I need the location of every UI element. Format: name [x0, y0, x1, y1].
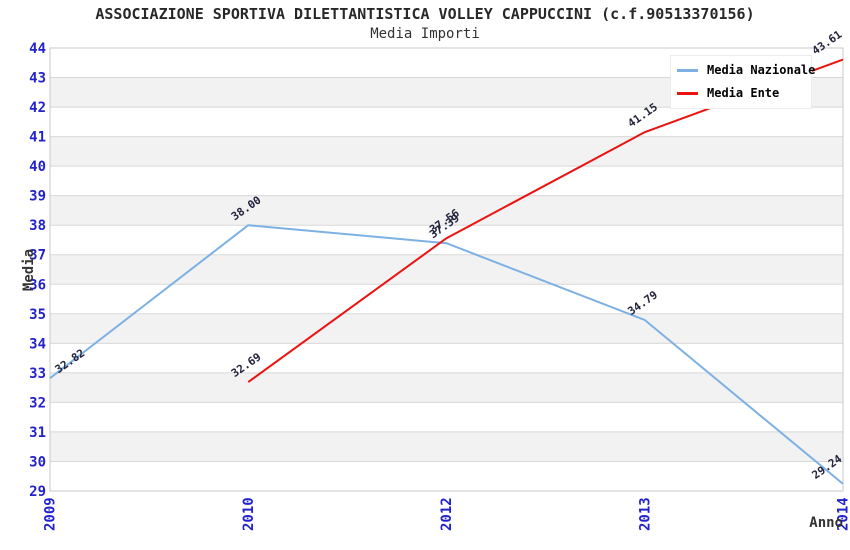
- y-tick-label: 36: [29, 277, 46, 293]
- y-tick-label: 29: [29, 484, 46, 500]
- line-media-nazionale: [49, 224, 844, 485]
- y-tick-label: 31: [29, 425, 46, 441]
- y-tick-label: 43: [29, 71, 46, 87]
- y-tick-label: 33: [29, 366, 46, 382]
- y-tick-label: 40: [29, 159, 46, 175]
- y-tick-label: 32: [29, 395, 46, 411]
- x-axis-label: Anno: [809, 515, 843, 531]
- y-tick-label: 38: [29, 218, 46, 234]
- legend-swatch-media-ente: [677, 91, 698, 95]
- y-tick-label: 41: [29, 130, 46, 146]
- y-tick-label: 39: [29, 189, 46, 205]
- legend-item-media-nazionale: Media Nazionale: [677, 63, 815, 77]
- plot-band: [50, 136, 843, 167]
- chart-title: ASSOCIAZIONE SPORTIVA DILETTANTISTICA VO…: [95, 5, 755, 23]
- y-tick-label: 30: [29, 454, 46, 470]
- plot-band: [50, 372, 843, 403]
- y-axis-label: Media: [21, 249, 37, 291]
- x-tick-label: 2014: [836, 497, 850, 531]
- plot-border: [49, 47, 844, 492]
- y-tick-label: 42: [29, 100, 46, 116]
- x-tick-label: 2009: [43, 497, 59, 531]
- plot-band: [50, 313, 843, 344]
- y-tick-label: 37: [29, 248, 46, 264]
- legend-swatch-media-nazionale: [677, 68, 698, 72]
- y-tick-label: 44: [29, 41, 46, 57]
- plot-band: [50, 195, 843, 226]
- chart-subtitle: Media Importi: [370, 26, 480, 42]
- y-tick-label: 35: [29, 307, 46, 323]
- plot-band: [50, 254, 843, 285]
- x-tick-label: 2012: [439, 497, 455, 531]
- legend-label: Media Nazionale: [707, 63, 816, 77]
- legend-item-media-ente: Media Ente: [677, 86, 805, 100]
- legend-label: Media Ente: [707, 86, 780, 100]
- plot-band: [50, 431, 843, 462]
- legend: Media Nazionale Media Ente: [670, 55, 815, 109]
- x-tick-label: 2013: [637, 497, 653, 531]
- y-tick-label: 34: [29, 336, 46, 352]
- x-tick-label: 2010: [241, 497, 257, 531]
